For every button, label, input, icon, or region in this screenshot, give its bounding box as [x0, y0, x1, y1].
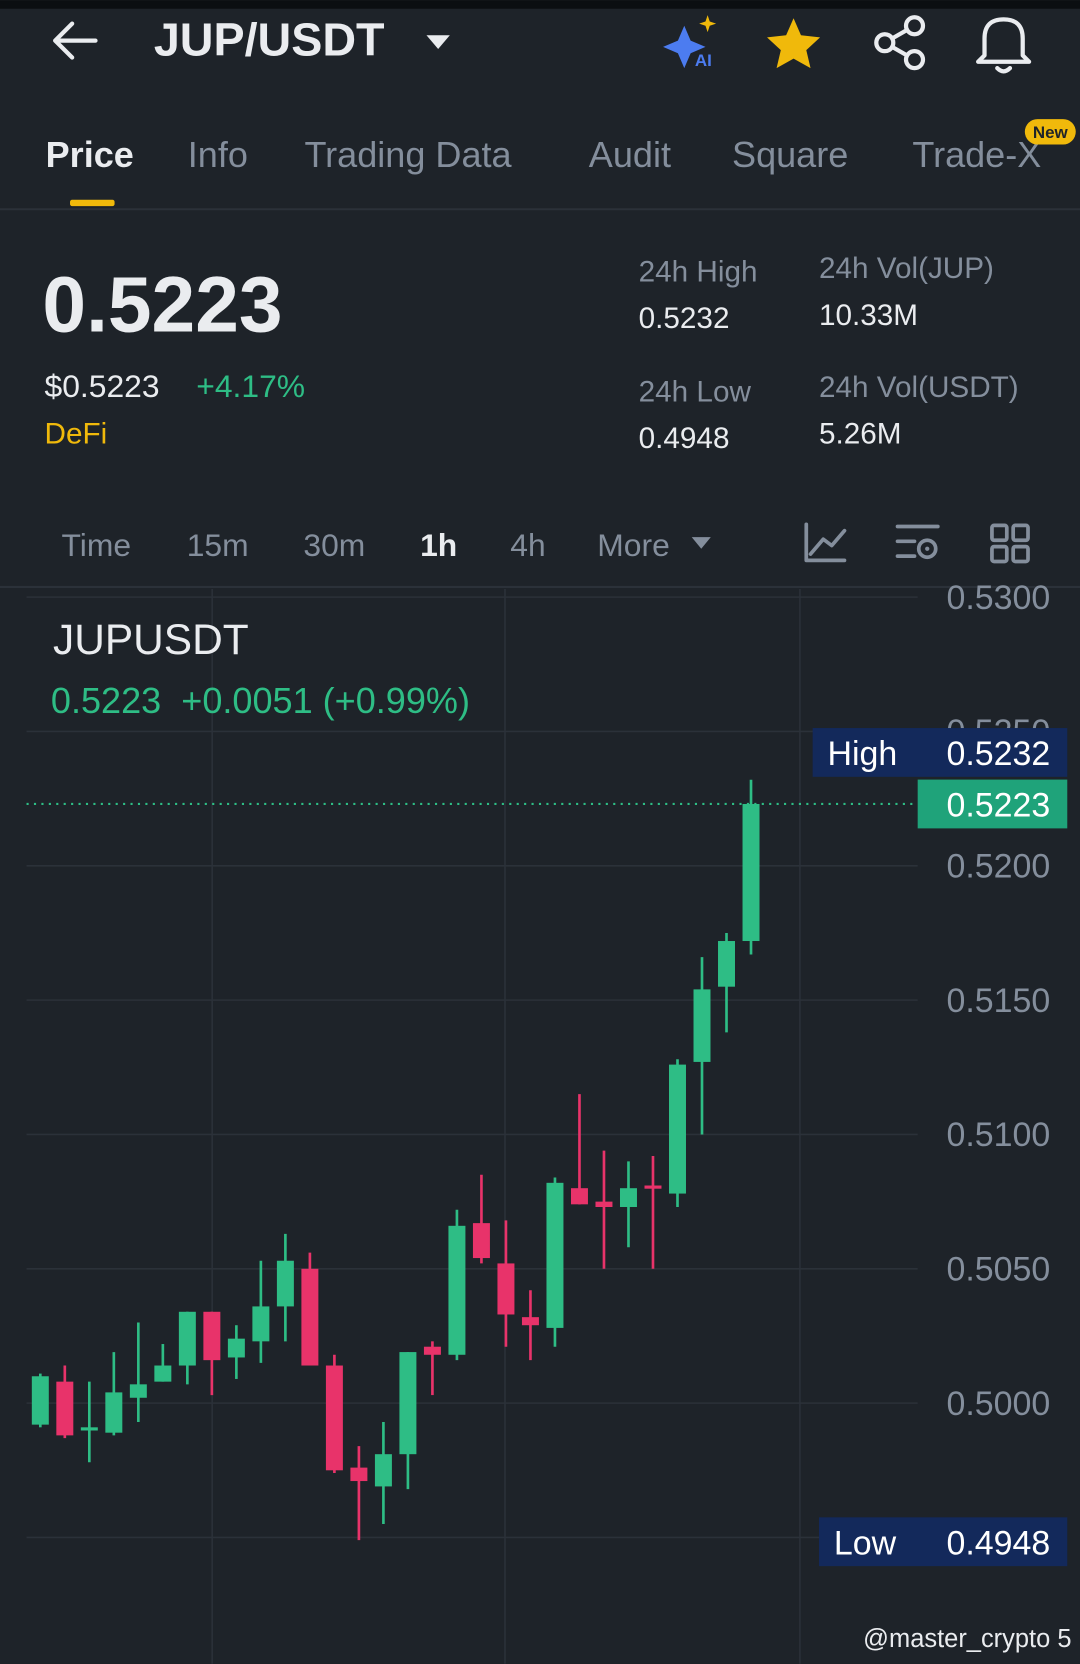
- candle-body: [619, 1188, 637, 1208]
- candle-body: [154, 1365, 172, 1382]
- pair-title[interactable]: JUP/USDT: [154, 13, 385, 65]
- stat-label: 24h Low: [639, 375, 752, 408]
- new-badge-text: New: [1033, 123, 1069, 142]
- candle-body: [276, 1260, 294, 1307]
- stat-label: 24h High: [639, 255, 758, 288]
- pair-dropdown[interactable]: [426, 35, 450, 50]
- layout-button[interactable]: [990, 523, 1030, 564]
- y-tick-label: 0.5300: [946, 579, 1050, 617]
- candle-body: [570, 1188, 588, 1205]
- candle-body: [448, 1225, 466, 1355]
- candle-body: [129, 1384, 147, 1398]
- active-tab-indicator: [70, 199, 115, 207]
- candle-body: [546, 1182, 564, 1328]
- sector-tag[interactable]: DeFi: [45, 418, 108, 451]
- ai-button[interactable]: AI: [663, 15, 717, 70]
- candle-body: [252, 1306, 270, 1342]
- price-change: +4.17%: [196, 368, 305, 404]
- candle-body: [472, 1223, 490, 1259]
- candle-body: [374, 1454, 392, 1487]
- y-tick-label: 0.5200: [946, 847, 1050, 885]
- high-marker-badge: [812, 728, 1068, 777]
- settings-button[interactable]: [895, 524, 940, 560]
- more-dropdown[interactable]: [691, 537, 711, 549]
- candle-body: [301, 1268, 319, 1366]
- candle-body: [227, 1338, 245, 1358]
- high-marker-value: 0.5232: [946, 735, 1050, 773]
- y-tick-label: 0.5150: [946, 982, 1050, 1020]
- tab[interactable]: Price: [46, 134, 134, 175]
- tab[interactable]: Info: [188, 134, 248, 175]
- tab[interactable]: Trading Data: [304, 134, 512, 175]
- interval-option[interactable]: 30m: [303, 527, 365, 563]
- usd-price: $0.5223: [45, 368, 160, 404]
- back-button[interactable]: [53, 21, 98, 60]
- tab[interactable]: Trade-X: [912, 134, 1041, 175]
- candle-body: [105, 1392, 123, 1433]
- last-price-badge: [917, 779, 1068, 829]
- y-tick-label: 0.5100: [946, 1116, 1050, 1154]
- last-price-label: 0.5223: [946, 787, 1050, 825]
- watermark: @master_crypto 5: [863, 1625, 1071, 1653]
- stats-panel: 24h High 0.5232 24h Vol(JUP) 10.33M 24h Low 0…: [639, 252, 1019, 455]
- high-marker-label: High: [828, 735, 898, 773]
- candle-body: [497, 1263, 515, 1315]
- candle-body: [56, 1381, 74, 1436]
- candle-body: [203, 1311, 221, 1361]
- svg-text:AI: AI: [695, 51, 712, 70]
- candle-body: [644, 1185, 662, 1189]
- candle-body: [80, 1427, 98, 1431]
- interval-option[interactable]: More: [597, 527, 669, 563]
- indicator-button[interactable]: [804, 522, 847, 563]
- status-strip: [0, 0, 1080, 9]
- candle-body: [325, 1365, 343, 1471]
- share-button[interactable]: [874, 15, 926, 71]
- stat-value: 0.5232: [639, 302, 730, 335]
- interval-option[interactable]: 4h: [510, 527, 545, 563]
- candle-body: [595, 1201, 613, 1208]
- low-marker-label: Low: [834, 1524, 897, 1562]
- interval-option[interactable]: 15m: [187, 527, 249, 563]
- stat-value: 10.33M: [819, 299, 918, 332]
- candle-body: [423, 1346, 441, 1355]
- candle-body: [669, 1064, 686, 1194]
- stat-value: 0.4948: [639, 422, 730, 455]
- favorite-button[interactable]: [767, 18, 821, 69]
- tab-bar: Price Info Trading Data Audit Square Trade-X: [46, 134, 1042, 175]
- stat-label: 24h Vol(JUP): [819, 252, 994, 285]
- tab[interactable]: Square: [732, 134, 848, 175]
- interval-option[interactable]: Time: [62, 527, 132, 563]
- chart-summary: 0.5223 +0.0051 (+0.99%): [51, 680, 470, 721]
- candle-body: [399, 1352, 417, 1455]
- candle-body: [693, 989, 711, 1062]
- candle-body: [742, 803, 760, 942]
- y-tick-label: 0.5050: [946, 1250, 1050, 1288]
- candle-body: [31, 1376, 49, 1425]
- candle-body: [178, 1311, 196, 1366]
- stat-value: 5.26M: [819, 418, 902, 451]
- last-price: 0.5223: [42, 260, 282, 348]
- interval-bar: Time 15m 30m 1h 4h More: [62, 527, 670, 563]
- candle-body: [350, 1467, 368, 1482]
- candle-body: [521, 1317, 539, 1326]
- candle-body: [718, 941, 735, 987]
- stat-label: 24h Vol(USDT): [819, 371, 1019, 404]
- alert-button[interactable]: [976, 17, 1032, 74]
- candlestick-chart: 0.49500.50000.50500.51000.51500.52000.52…: [26, 579, 1068, 1664]
- chart-title: JUPUSDT: [53, 616, 249, 663]
- tab[interactable]: Audit: [589, 134, 671, 175]
- y-tick-label: 0.5000: [946, 1385, 1050, 1423]
- new-badge: [1024, 119, 1076, 145]
- low-marker-badge: [819, 1517, 1068, 1567]
- low-marker-value: 0.4948: [946, 1524, 1050, 1562]
- interval-option[interactable]: 1h: [420, 527, 457, 563]
